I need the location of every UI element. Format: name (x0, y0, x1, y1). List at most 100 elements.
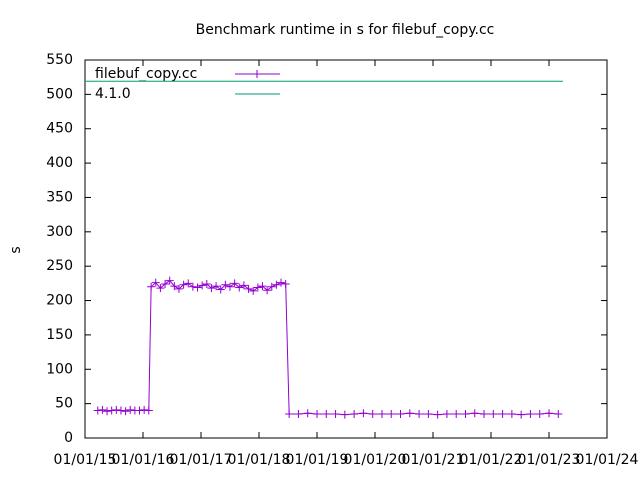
point-marker (202, 280, 211, 289)
point-marker (103, 407, 112, 416)
point-marker (198, 281, 207, 290)
point-marker (340, 410, 349, 419)
point-marker (193, 283, 202, 292)
point-marker (368, 409, 377, 418)
legend-label: 4.1.0 (95, 86, 131, 102)
point-marker (207, 284, 216, 293)
point-marker (526, 409, 535, 418)
point-marker (239, 281, 248, 290)
point-marker (489, 409, 498, 418)
point-marker (135, 406, 144, 415)
point-marker (221, 280, 230, 289)
y-tick-label: 200 (46, 293, 73, 309)
point-marker (313, 409, 321, 418)
x-tick-label: 01/01/22 (460, 452, 523, 468)
point-marker (442, 409, 451, 418)
point-marker (277, 278, 286, 287)
point-marker (112, 405, 121, 414)
x-tick-label: 01/01/23 (518, 452, 581, 468)
x-tick-label: 01/01/17 (170, 452, 233, 468)
y-tick-label: 50 (55, 396, 73, 412)
point-marker (263, 286, 272, 295)
y-tick-label: 100 (46, 361, 73, 377)
point-marker (405, 409, 414, 418)
y-tick-label: 400 (46, 155, 73, 171)
point-marker (359, 409, 368, 418)
point-marker (258, 282, 267, 291)
x-tick-label: 01/01/15 (54, 452, 117, 468)
point-marker (98, 405, 107, 414)
point-marker (294, 409, 303, 418)
point-marker (165, 276, 174, 285)
point-marker (387, 409, 396, 418)
point-marker (253, 283, 262, 292)
point-marker (140, 405, 149, 414)
x-tick-label: 01/01/18 (228, 452, 291, 468)
point-marker (461, 409, 470, 418)
point-marker (331, 409, 340, 418)
x-tick-label: 01/01/19 (286, 452, 349, 468)
point-marker (188, 282, 197, 291)
point-marker (107, 406, 116, 415)
point-marker (470, 409, 479, 418)
legend-label: filebuf_copy.cc (95, 66, 197, 82)
point-marker (377, 409, 386, 418)
x-tick-label: 01/01/20 (344, 452, 407, 468)
point-marker (216, 285, 225, 294)
point-marker (121, 407, 130, 416)
legend-marker (253, 70, 261, 78)
point-marker (424, 409, 433, 418)
point-marker (230, 279, 239, 288)
point-marker (554, 409, 563, 418)
point-marker (147, 282, 156, 291)
point-marker (452, 409, 461, 418)
x-tick-label: 01/01/16 (112, 452, 175, 468)
point-marker (179, 280, 188, 289)
point-marker (184, 279, 193, 288)
chart-title: Benchmark runtime in s for filebuf_copy.… (196, 22, 495, 38)
point-marker (161, 280, 170, 289)
y-tick-label: 150 (46, 327, 73, 343)
point-marker (281, 280, 290, 289)
y-tick-label: 450 (46, 121, 73, 137)
point-marker (244, 284, 253, 293)
point-marker (235, 283, 244, 292)
point-marker (433, 410, 442, 419)
y-tick-label: 500 (46, 86, 73, 102)
point-marker (507, 409, 516, 418)
point-marker (498, 409, 507, 418)
y-tick-label: 250 (46, 258, 73, 274)
point-marker (322, 409, 331, 418)
y-tick-label: 300 (46, 224, 73, 240)
point-marker (126, 405, 135, 414)
point-marker (396, 409, 405, 418)
y-tick-label: 550 (46, 52, 73, 68)
point-marker (350, 409, 359, 418)
point-marker (267, 282, 276, 291)
plot-frame (84, 59, 608, 439)
point-marker (170, 282, 179, 291)
point-marker (156, 284, 165, 293)
point-marker (116, 406, 125, 415)
point-marker (285, 409, 294, 418)
x-tick-label: 01/01/21 (402, 452, 465, 468)
point-marker (517, 410, 526, 419)
point-marker (303, 409, 312, 418)
point-marker (249, 286, 258, 295)
point-marker (174, 284, 183, 293)
y-tick-label: 350 (46, 189, 73, 205)
y-axis-label: s (8, 246, 24, 253)
point-marker (226, 282, 234, 291)
point-marker (480, 409, 489, 418)
x-tick-label: 01/01/24 (576, 452, 639, 468)
point-marker (415, 409, 424, 418)
point-marker (93, 406, 102, 415)
point-marker (212, 282, 221, 291)
point-marker (535, 409, 544, 418)
point-marker (545, 409, 553, 418)
point-marker (151, 278, 160, 287)
point-marker (144, 406, 153, 415)
point-marker (272, 280, 281, 289)
